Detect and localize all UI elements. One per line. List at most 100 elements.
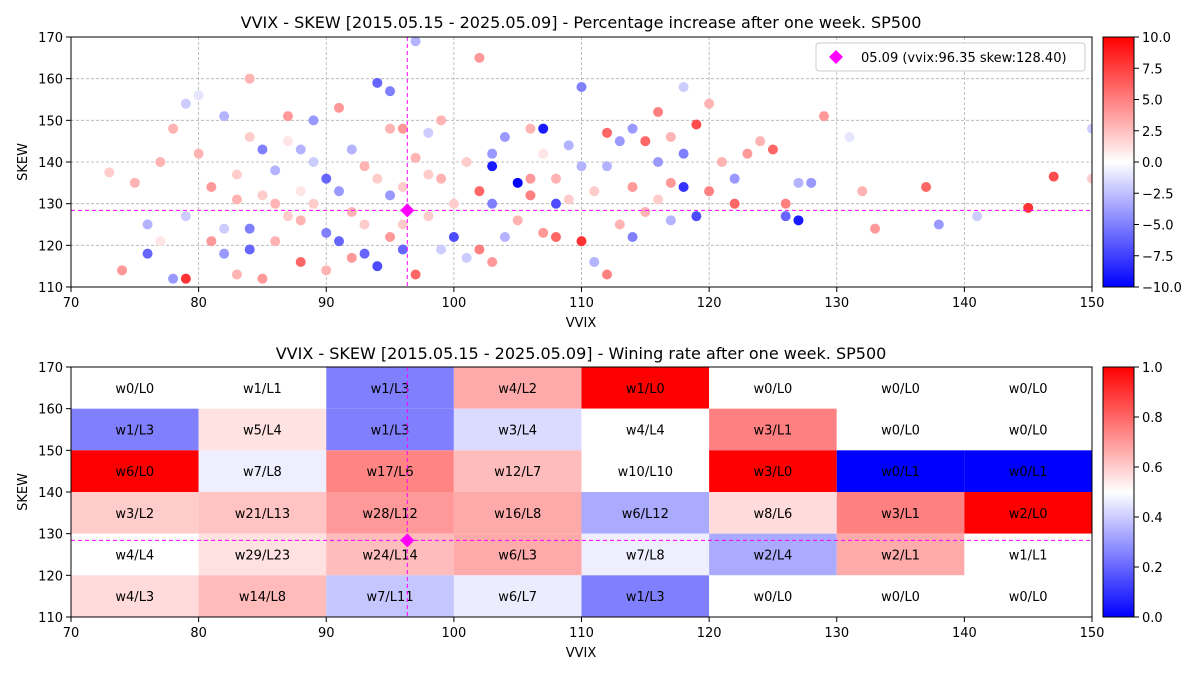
legend-box <box>815 42 1086 72</box>
x-tick-label: 150 <box>1080 296 1105 311</box>
scatter-point <box>665 177 676 188</box>
scatter-colorbar-gradient <box>1102 36 1135 288</box>
x-tick-label: 130 <box>824 296 849 311</box>
current-point-diamond <box>400 533 415 548</box>
colorbar-tick-label: 0.4 <box>1142 511 1163 526</box>
scatter-point <box>640 136 651 147</box>
scatter-point <box>257 273 268 284</box>
colorbar-tick-label: 0.0 <box>1142 156 1163 171</box>
heatmap-cell <box>453 408 582 451</box>
heatmap-cell-label: w7/L8 <box>243 465 282 480</box>
heatmap-chart: VVIX - SKEW [2015.05.15 - 2025.05.09] - … <box>16 344 1163 661</box>
scatter-point <box>525 123 536 134</box>
scatter-point <box>244 132 255 142</box>
scatter-point <box>857 186 868 197</box>
x-tick-label: 70 <box>63 296 80 311</box>
heatmap-title: VVIX - SKEW [2015.05.15 - 2025.05.09] - … <box>276 344 887 363</box>
scatter-point <box>423 127 434 138</box>
heatmap-cell <box>836 408 965 451</box>
scatter-point <box>1048 171 1059 182</box>
scatter-point <box>168 273 179 284</box>
heatmap-cell <box>836 450 965 492</box>
scatter-point <box>321 227 332 238</box>
x-tick-label: 120 <box>697 296 722 311</box>
scatter-point <box>436 115 447 126</box>
scatter-point <box>231 169 242 180</box>
scatter-point <box>219 248 230 259</box>
scatter-point <box>295 215 306 226</box>
heatmap-cell <box>709 492 837 534</box>
heatmap-cell-label: w5/L4 <box>243 424 282 439</box>
scatter-point <box>155 157 166 167</box>
heatmap-cell-label: w4/L3 <box>115 590 154 605</box>
scatter-point <box>806 177 817 188</box>
heatmap-cell-label: w1/L1 <box>243 382 282 397</box>
y-tick-label: 130 <box>38 528 63 543</box>
heatmap-cell-label: w4/L4 <box>626 424 665 439</box>
heatmap-cell-label: w0/L0 <box>1009 590 1048 605</box>
heatmap-cell <box>326 575 454 617</box>
scatter-point <box>653 157 664 167</box>
heatmap-cell-label: w6/L3 <box>498 549 537 564</box>
scatter-point <box>589 257 600 267</box>
scatter-point <box>359 248 370 259</box>
scatter-point <box>461 252 472 263</box>
scatter-point <box>346 207 357 217</box>
scatter-point <box>155 236 166 247</box>
scatter-point <box>346 144 357 155</box>
heatmap-x-label: VVIX <box>566 646 597 661</box>
scatter-point <box>397 182 408 192</box>
heatmap-cell-label: w10/L10 <box>618 465 673 480</box>
scatter-point <box>117 265 128 276</box>
heatmap-cell-label: w0/L0 <box>881 424 920 439</box>
scatter-point <box>499 132 510 142</box>
scatter-point <box>704 186 715 197</box>
heatmap-cell <box>71 450 199 492</box>
heatmap-cell <box>71 492 199 534</box>
scatter-point <box>665 215 676 226</box>
scatter-point <box>678 82 689 92</box>
heatmap-cell <box>326 450 454 492</box>
scatter-point <box>474 244 485 255</box>
scatter-point <box>767 144 778 155</box>
heatmap-cell <box>71 408 199 451</box>
heatmap-colorbar-ticks: 1.0 0.8 0.6 0.4 0.2 0.0 <box>1134 361 1163 626</box>
heatmap-cell-label: w17/L6 <box>367 465 414 480</box>
y-tick-label: 130 <box>38 198 63 213</box>
scatter-point <box>525 173 536 184</box>
legend-label: 05.09 (vvix:96.35 skew:128.40) <box>861 51 1067 66</box>
colorbar-tick-label: 0.0 <box>1142 611 1163 626</box>
heatmap-cell-label: w2/L0 <box>1009 507 1048 522</box>
scatter-point <box>538 227 549 238</box>
scatter-x-ticks: 70 80 90 100 110 120 130 140 150 <box>63 287 1105 311</box>
colorbar-tick-label: 7.5 <box>1142 62 1163 77</box>
heatmap-cell-label: w3/L4 <box>498 424 537 439</box>
scatter-point <box>372 173 383 184</box>
heatmap-cell <box>453 533 582 576</box>
scatter-point <box>691 211 702 222</box>
heatmap-current-marker <box>71 367 1092 617</box>
heatmap-cell-label: w7/L8 <box>626 549 665 564</box>
scatter-point <box>270 165 281 176</box>
scatter-point <box>397 219 408 230</box>
heatmap-colorbar: 1.0 0.8 0.6 0.4 0.2 0.0 <box>1102 361 1163 626</box>
heatmap-cell <box>964 533 1092 576</box>
heatmap-cell <box>836 367 965 409</box>
heatmap-cell <box>709 367 837 409</box>
heatmap-cell-label: w1/L3 <box>371 382 410 397</box>
scatter-point <box>780 211 791 222</box>
heatmap-cell <box>964 450 1092 492</box>
scatter-point <box>193 148 204 159</box>
scatter-point <box>206 182 217 192</box>
heatmap-cell <box>964 492 1092 534</box>
colorbar-tick-label: 1.0 <box>1142 361 1163 376</box>
scatter-point <box>1087 123 1092 134</box>
scatter-point <box>142 219 153 230</box>
scatter-point <box>282 136 293 147</box>
scatter-point <box>321 265 332 276</box>
scatter-point <box>487 161 498 172</box>
scatter-point <box>423 169 434 180</box>
heatmap-cell <box>581 575 710 617</box>
heatmap-cell <box>326 367 454 409</box>
